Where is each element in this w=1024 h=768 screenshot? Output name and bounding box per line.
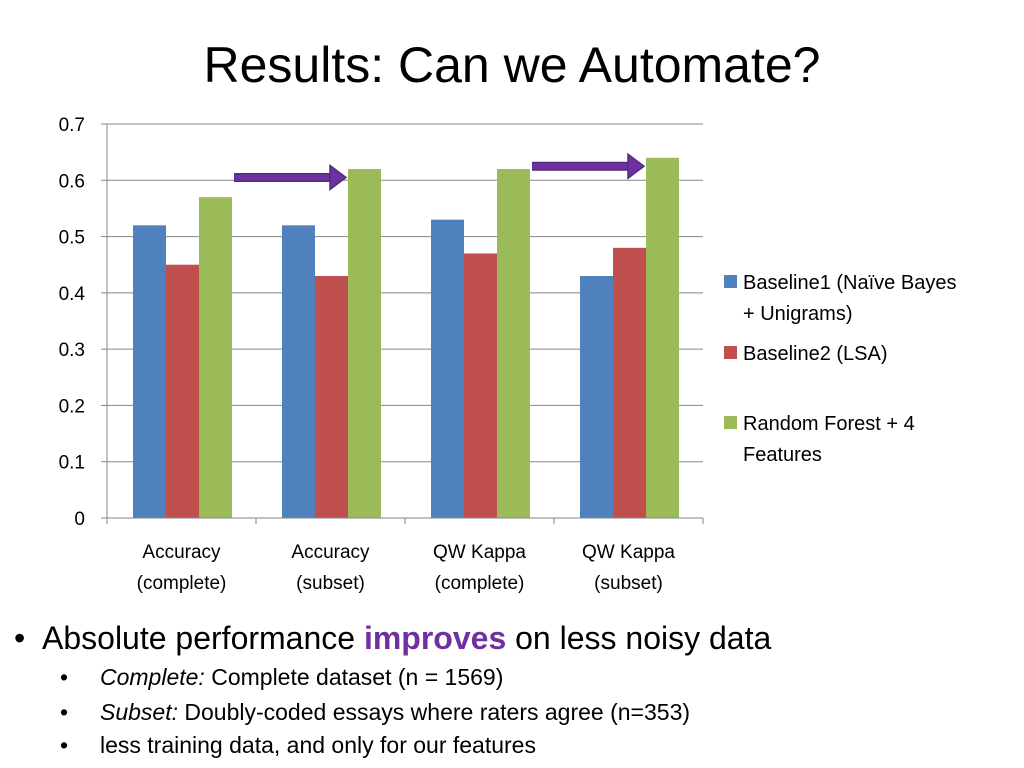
legend-label: Baseline2 (LSA) [743, 343, 888, 365]
bar-series-1-cat-2 [282, 225, 315, 519]
bullet-main: • Absolute performance improves on less n… [14, 616, 771, 660]
bar-series-2-cat-1 [166, 264, 199, 518]
bar-series-3-cat-2 [348, 169, 381, 518]
x-category-label: Accuracy (complete) [137, 542, 227, 594]
y-tick-label: 0 [74, 509, 85, 530]
bullet-main-after: on less noisy data [506, 620, 772, 656]
x-category-label: Accuracy (subset) [291, 542, 370, 594]
x-category-label: QW Kappa (subset) [582, 542, 675, 594]
x-axis-labels: Accuracy (complete) Accuracy (subset) QW Kap… [137, 542, 676, 594]
bullet-sub-label: Subset: [100, 699, 178, 725]
bullet-dot: • [60, 699, 69, 725]
y-tick-label: 0.7 [59, 115, 85, 136]
legend-label: Random Forest + 4 Features [743, 413, 915, 466]
bar-series-1-cat-3 [431, 219, 464, 518]
bar-series-2-cat-4 [613, 247, 646, 519]
chart-axes [106, 124, 704, 524]
bullet-sub-subset: • Subset: Doubly-coded essays where rater… [60, 696, 690, 728]
bullet-dot: • [14, 620, 26, 656]
arrow-icon [532, 152, 646, 180]
bar-series-2-cat-3 [464, 253, 497, 518]
bullet-sub-text: Complete dataset (n = 1569) [204, 664, 504, 690]
bar-series-3-cat-3 [497, 169, 530, 518]
y-tick-label: 0.3 [59, 340, 85, 361]
arrow-icon [234, 163, 348, 191]
bullet-dot: • [60, 664, 69, 690]
y-tick-label: 0.4 [59, 284, 86, 305]
y-axis-ticks: 0 0.1 0.2 0.3 0.4 0.5 0.6 0.7 [59, 115, 107, 530]
bullet-main-highlight: improves [363, 620, 507, 656]
chart-bars [133, 157, 679, 519]
legend-label: Baseline1 (Naïve Bayes + Unigrams) [743, 272, 956, 325]
x-category-label: QW Kappa (complete) [433, 542, 526, 594]
bullet-sub-training: • less training data, and only for our fe… [60, 729, 536, 761]
bullet-sub-text: Doubly-coded essays where raters agree (… [178, 699, 691, 725]
legend-swatch [724, 346, 737, 359]
bullet-sub-complete: • Complete: Complete dataset (n = 1569) [60, 661, 503, 693]
bullet-dot: • [60, 732, 69, 758]
bullet-sub-label: Complete: [100, 664, 205, 690]
bar-series-1-cat-4 [580, 275, 613, 518]
bar-series-2-cat-2 [315, 275, 348, 518]
bar-series-1-cat-1 [133, 225, 166, 519]
y-tick-label: 0.6 [59, 171, 85, 192]
y-tick-label: 0.2 [59, 396, 85, 417]
chart-legend: Baseline1 (Naïve Bayes + Unigrams) Baselin… [724, 272, 956, 466]
slide-title: Results: Can we Automate? [203, 37, 821, 93]
bullet-main-before: Absolute performance [42, 620, 364, 656]
legend-swatch [724, 416, 737, 429]
y-tick-label: 0.5 [59, 228, 85, 249]
bar-chart: 0 0.1 0.2 0.3 0.4 0.5 0.6 0.7 Accuracy (complete… [59, 115, 957, 594]
bullet-sub-text: less training data, and only for our fea… [100, 732, 536, 758]
y-tick-label: 0.1 [59, 453, 85, 474]
bar-series-3-cat-4 [646, 157, 679, 518]
legend-swatch [724, 275, 737, 288]
bar-series-3-cat-1 [199, 197, 232, 518]
improvement-arrows [234, 152, 646, 191]
